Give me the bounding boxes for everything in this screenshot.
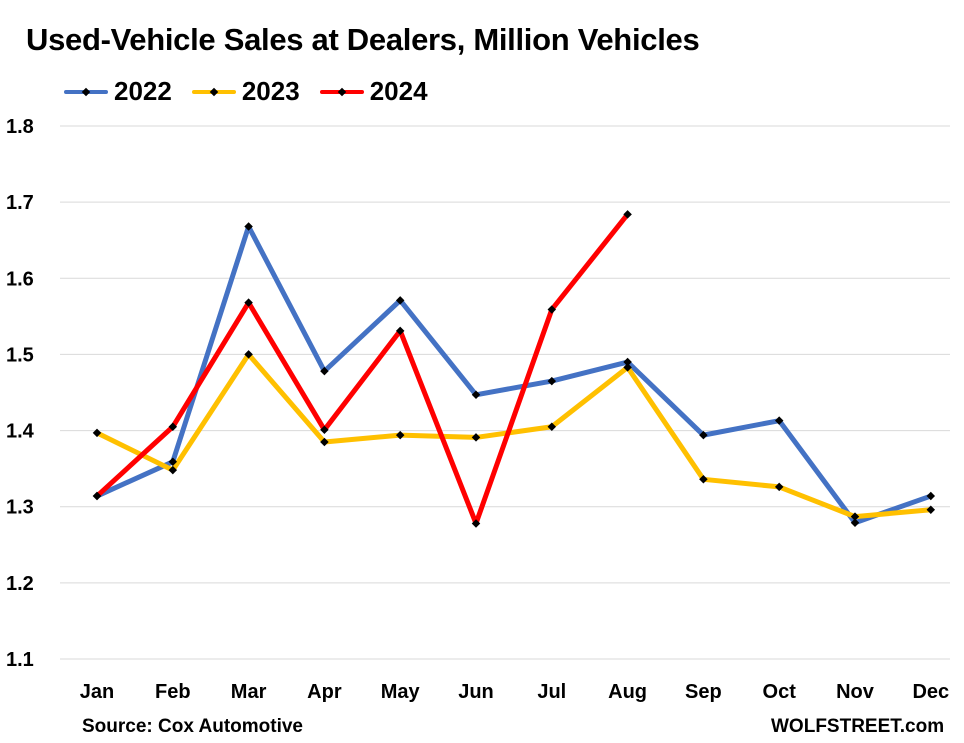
y-tick-label-1.2: 1.2 — [6, 573, 34, 595]
data-point-2022-apr — [320, 366, 329, 376]
legend-swatch-2023 — [191, 83, 236, 101]
y-tick-label-1.3: 1.3 — [6, 497, 34, 519]
legend-swatch-2024 — [319, 83, 364, 101]
y-tick-label-1.1: 1.1 — [6, 649, 34, 671]
x-tick-label-may: May — [381, 681, 421, 703]
data-point-2023-jun — [471, 433, 481, 442]
data-point-2024-feb — [168, 422, 178, 432]
x-tick-label-jan: Jan — [80, 681, 114, 703]
data-point-2023-feb — [168, 465, 178, 475]
data-point-2023-jan — [92, 428, 102, 438]
data-point-2024-jun — [471, 519, 481, 528]
legend-label-2022: 2022 — [114, 76, 172, 106]
data-point-2023-sep — [699, 475, 708, 484]
y-tick-label-1.8: 1.8 — [6, 116, 34, 138]
data-point-2022-nov — [850, 518, 860, 527]
data-point-2022-oct — [774, 416, 784, 425]
x-tick-label-feb: Feb — [155, 681, 191, 703]
data-point-2023-dec — [926, 505, 936, 515]
x-tick-label-oct: Oct — [763, 681, 797, 703]
legend-item-2022: 2022 — [64, 76, 172, 107]
data-point-2022-may — [395, 296, 405, 305]
chart-title: Used-Vehicle Sales at Dealers, Million V… — [26, 22, 700, 57]
y-tick-label-1.5: 1.5 — [6, 344, 34, 366]
data-point-2022-jul — [547, 376, 557, 386]
data-point-2024-may — [395, 326, 405, 336]
data-point-2024-jul — [547, 305, 557, 314]
source-note: Source: Cox Automotive — [82, 716, 303, 737]
series-line-2023 — [94, 351, 934, 520]
x-tick-label-dec: Dec — [912, 681, 949, 703]
x-tick-label-jul: Jul — [537, 681, 566, 703]
series-line-2024 — [94, 211, 631, 526]
x-tick-label-jun: Jun — [458, 681, 494, 703]
data-point-2022-dec — [926, 491, 936, 501]
data-point-2022-aug — [623, 357, 632, 367]
data-point-2022-sep — [699, 430, 708, 440]
x-tick-label-apr: Apr — [307, 681, 342, 703]
series-line-2022 — [94, 224, 934, 526]
data-point-2022-mar — [244, 222, 253, 231]
legend-label-2024: 2024 — [369, 76, 428, 106]
chart-legend: 2022 2023 2024 — [64, 76, 428, 107]
data-point-2023-mar — [244, 350, 253, 359]
data-point-2022-jun — [471, 390, 481, 400]
data-point-2023-aug — [623, 363, 632, 372]
data-point-2022-feb — [168, 457, 178, 467]
data-point-2024-jan — [92, 491, 102, 501]
legend-swatch-2022 — [64, 83, 108, 101]
y-tick-label-1.6: 1.6 — [6, 268, 34, 290]
site-credit: WOLFSTREET.com — [771, 716, 945, 737]
data-point-2023-nov — [850, 512, 860, 521]
data-point-2024-apr — [320, 425, 329, 435]
legend-item-2024: 2024 — [319, 76, 428, 107]
x-tick-label-sep: Sep — [685, 681, 722, 703]
data-point-2023-oct — [774, 482, 784, 492]
y-tick-label-1.7: 1.7 — [6, 192, 34, 214]
data-point-2023-may — [395, 430, 405, 440]
x-tick-label-aug: Aug — [608, 681, 647, 703]
data-point-2023-jul — [547, 422, 557, 432]
x-tick-label-mar: Mar — [231, 681, 267, 703]
legend-item-2023: 2023 — [191, 76, 300, 107]
legend-label-2023: 2023 — [241, 76, 300, 106]
data-point-2024-mar — [244, 298, 253, 307]
data-point-2023-apr — [320, 437, 329, 447]
x-tick-label-nov: Nov — [836, 681, 875, 703]
y-tick-label-1.4: 1.4 — [6, 421, 35, 443]
